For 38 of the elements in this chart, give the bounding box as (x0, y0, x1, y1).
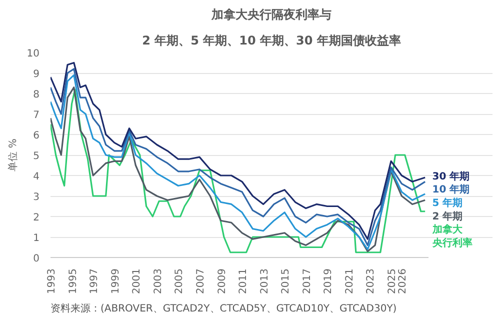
x-tick-label: 2011 (238, 268, 250, 294)
y-tick-label: 3 (33, 192, 40, 203)
series-label: 2 年期 (432, 210, 463, 222)
chart-subtitle: 2 年期、5 年期、10 年期、30 年期国债收益率 (142, 34, 401, 48)
x-tick-label: 2025 (387, 268, 398, 294)
series-label: 30 年期 (432, 170, 470, 182)
series-label: 加拿大央行利率 (431, 224, 472, 249)
y-tick-label: 7 (33, 110, 40, 121)
x-tick-label: 2007 (195, 268, 206, 294)
x-tick-label: 2001 (132, 268, 143, 294)
x-tick-label: 1997 (89, 268, 100, 294)
y-tick-label: 8 (33, 90, 40, 100)
y-tick-label: 5 (33, 151, 40, 162)
y-axis-title: 单位 % (6, 138, 19, 172)
x-tick-label: 2003 (152, 268, 164, 294)
x-tick-label: 1995 (68, 268, 79, 294)
series-label: 10 年期 (432, 184, 470, 196)
y-tick-label: 10 (26, 48, 40, 60)
x-tick-label: 2017 (302, 268, 313, 294)
y-tick-label: 1 (33, 233, 40, 244)
x-tick-label: 2005 (174, 268, 186, 294)
series-label: 5 年期 (432, 197, 463, 210)
x-tick-label: 2015 (280, 268, 292, 294)
x-tick-label: 2009 (216, 268, 228, 294)
x-tick-label: 2021 (344, 268, 356, 294)
y-tick-label: 2 (33, 212, 40, 224)
y-tick-label: 6 (33, 130, 40, 142)
x-tick-label: 2013 (259, 268, 270, 294)
text: 资料来源：(ABROVER、GTCAD2Y、CTCAD5Y、GTCAD10Y、GTCAD30Y) (50, 302, 397, 314)
x-tick-label: 2019 (323, 268, 334, 294)
x-tick-label: 2026 (398, 268, 409, 294)
y-tick-label: 0 (33, 254, 40, 264)
x-tick-label: 2023 (366, 268, 377, 294)
y-tick-label: 4 (33, 172, 40, 182)
x-tick-label: 1993 (46, 268, 58, 294)
x-tick-label: 1999 (110, 268, 122, 294)
chart-title: 加拿大央行隔夜利率与 (210, 8, 332, 22)
y-tick-label: 9 (33, 69, 40, 80)
